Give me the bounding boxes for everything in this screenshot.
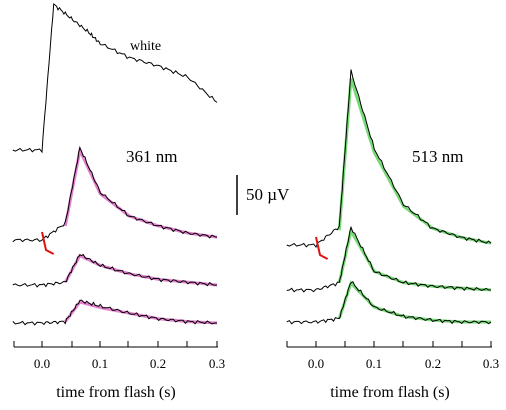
- scale-bar-label: 50 µV: [246, 185, 290, 204]
- trace-right-row-1: [286, 69, 492, 248]
- white-trace-label: white: [130, 39, 161, 54]
- x-tick-label-right-1: 0.1: [366, 356, 382, 371]
- panel-label-right: 513 nm: [412, 147, 463, 166]
- x-tick-label-right-2: 0.2: [425, 356, 441, 371]
- x-tick-label-left-3: 0.3: [209, 356, 225, 371]
- x-axis-right: 0.0 0.1 0.2 0.3 time from flash (s): [286, 341, 499, 401]
- trace-left-row-1: [12, 146, 218, 243]
- x-tick-label-right-0: 0.0: [308, 356, 324, 371]
- trace-left-row-3-fit: [64, 300, 218, 325]
- scale-bar: 50 µV: [236, 175, 290, 215]
- x-tick-label-left-1: 0.1: [92, 356, 108, 371]
- x-tick-label-left-0: 0.0: [34, 356, 50, 371]
- trace-left-row-2: [12, 253, 218, 288]
- right-traces: [286, 69, 492, 325]
- pre-flash-marker-left: [41, 231, 55, 255]
- trace-left-row-3: [12, 299, 217, 326]
- pre-flash-marker-right: [315, 236, 329, 260]
- trace-right-row-1-fit: [337, 78, 492, 245]
- x-axis-title-right: time from flash (s): [330, 384, 450, 401]
- x-axis-left: 0.0 0.1 0.2 0.3 time from flash (s): [13, 341, 225, 401]
- panel-left: 0.0 0.1 0.2 0.3 time from flash (s) whit…: [12, 3, 225, 401]
- left-traces: [12, 3, 218, 326]
- trace-right-row-2: [286, 225, 492, 293]
- trace-left-row-2-fit: [63, 253, 218, 287]
- x-tick-label-left-2: 0.2: [150, 356, 166, 371]
- x-tick-label-right-3: 0.3: [483, 356, 499, 371]
- panel-label-left: 361 nm: [126, 147, 177, 166]
- x-axis-title-left: time from flash (s): [56, 384, 176, 401]
- panel-right: 0.0 0.1 0.2 0.3 time from flash (s) 513 …: [286, 69, 499, 401]
- trace-left-white: [12, 3, 218, 154]
- trace-right-row-3: [286, 280, 492, 325]
